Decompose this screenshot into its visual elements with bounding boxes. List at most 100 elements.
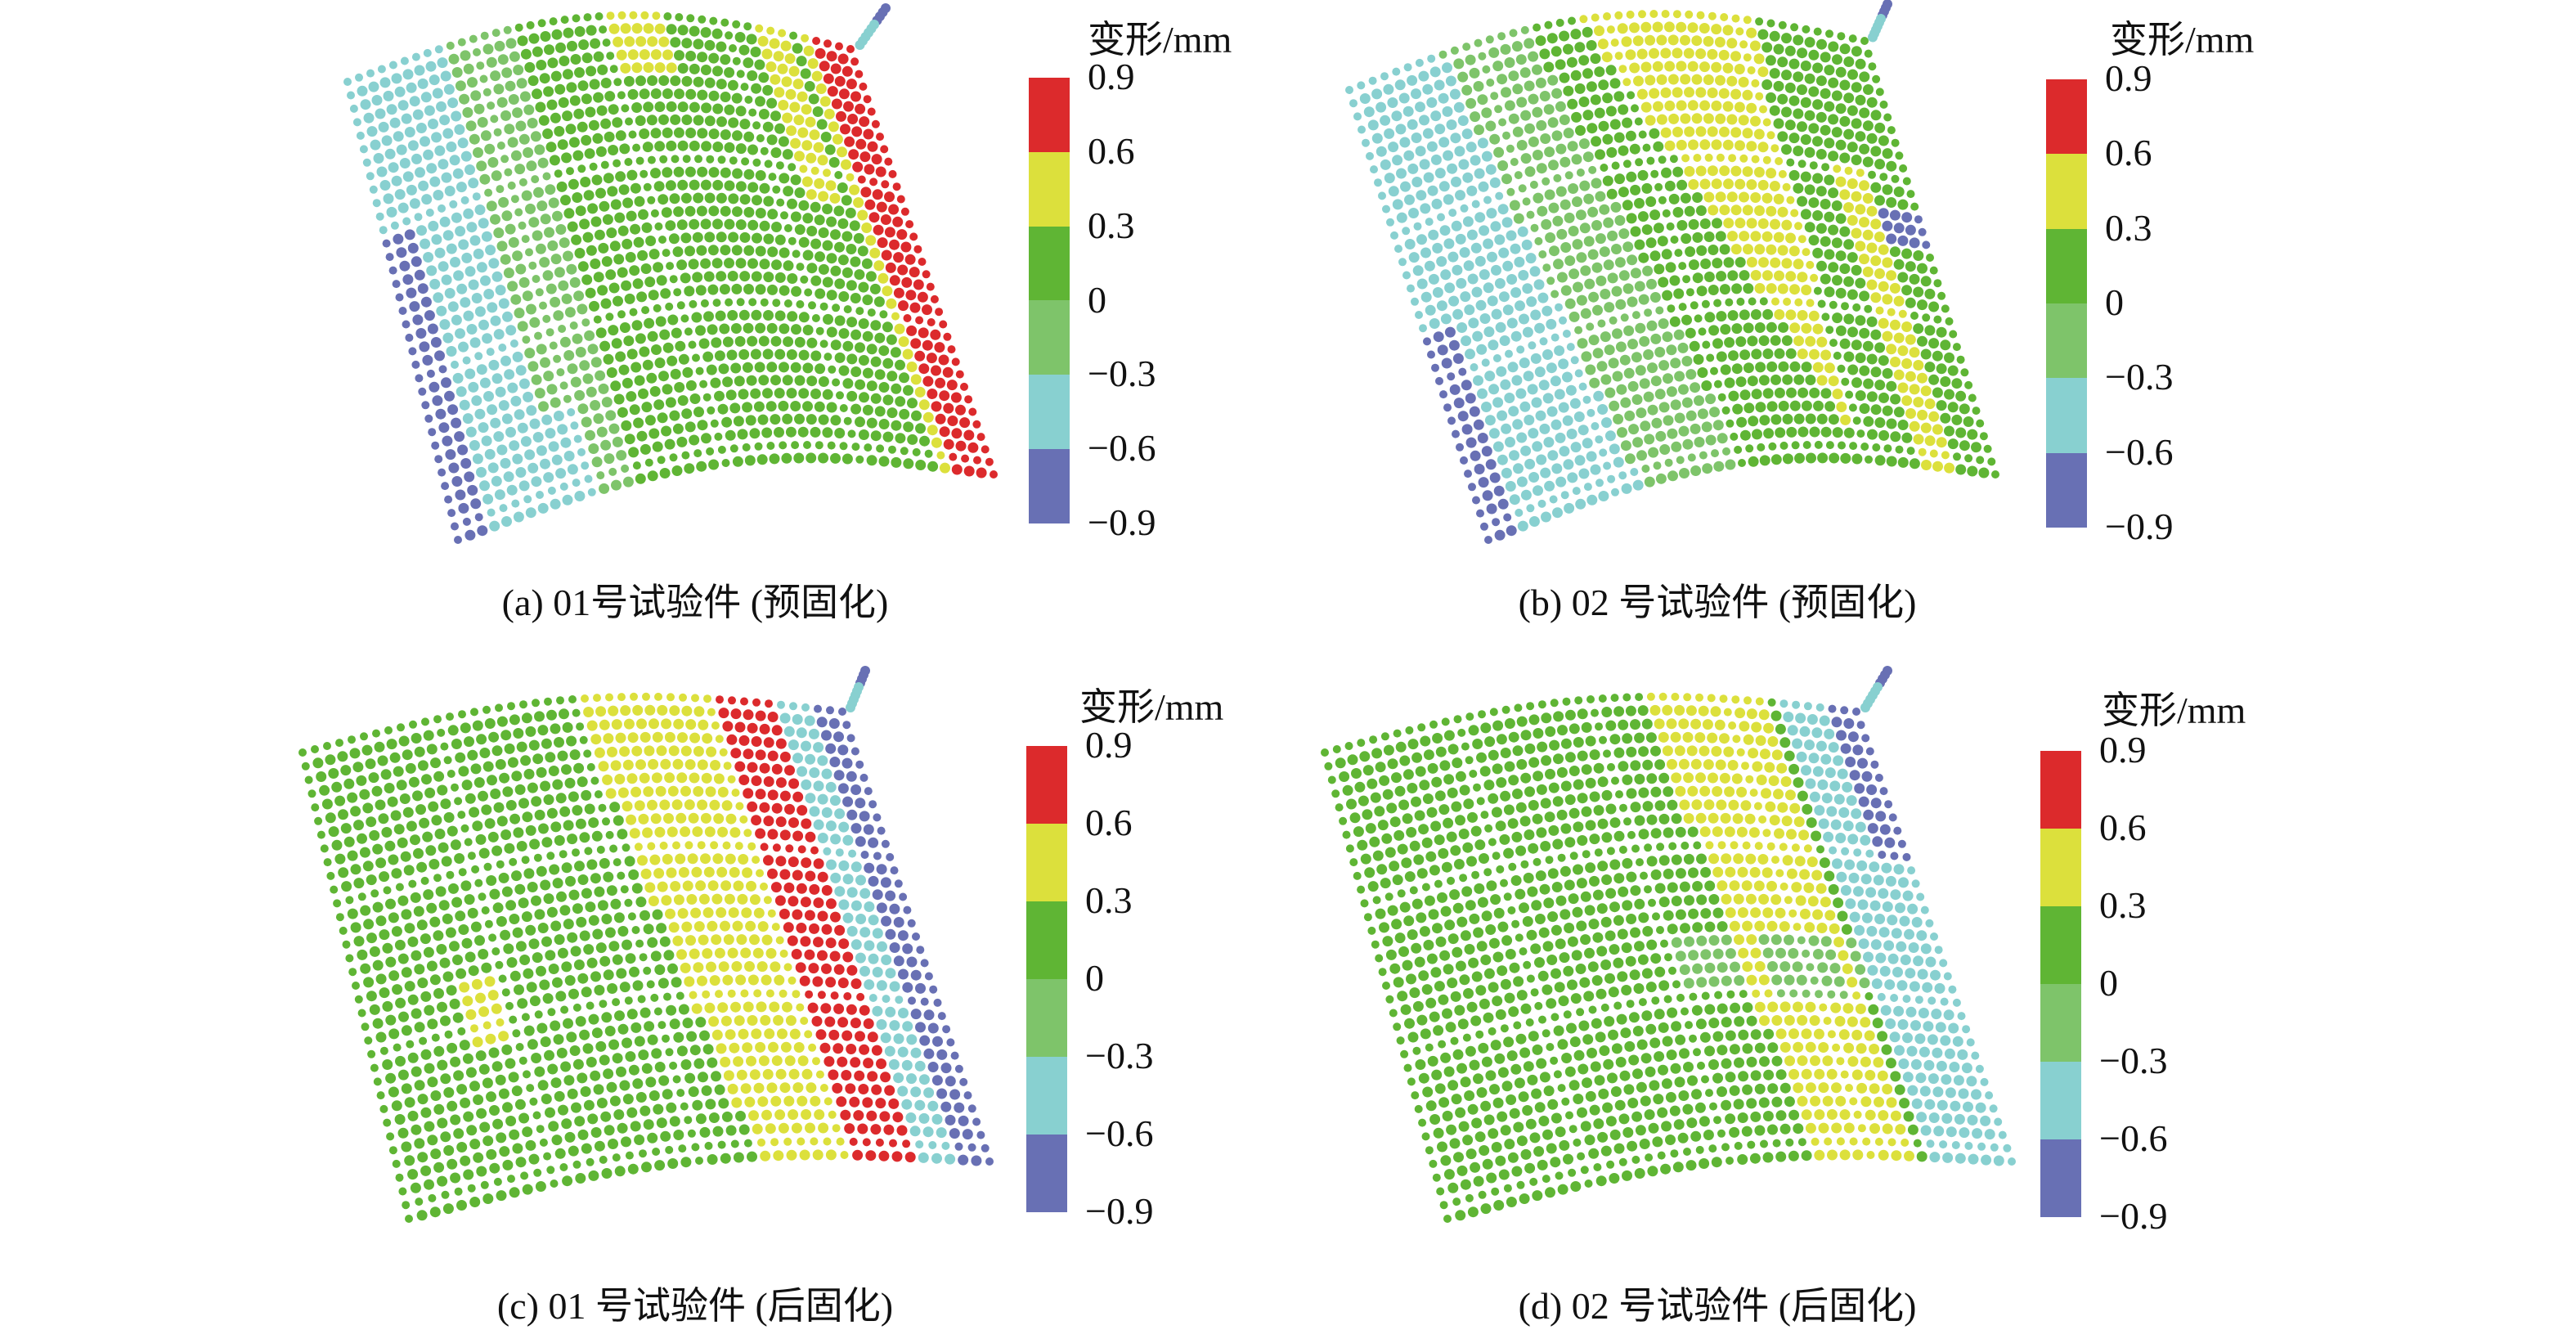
deformation-point bbox=[1465, 1194, 1474, 1202]
deformation-point bbox=[1335, 803, 1344, 811]
deformation-point bbox=[1462, 1135, 1473, 1145]
deformation-point bbox=[1491, 1188, 1499, 1196]
deformation-point bbox=[1371, 941, 1380, 949]
deformation-point bbox=[1483, 1159, 1493, 1170]
deformation-point bbox=[1474, 1176, 1484, 1187]
deformation-point bbox=[1339, 771, 1349, 782]
deformation-point bbox=[1391, 772, 1402, 783]
deformation-point bbox=[1348, 754, 1358, 765]
deformation-point bbox=[1426, 1100, 1437, 1111]
deformation-point bbox=[1395, 786, 1406, 797]
deformation-point bbox=[1437, 1142, 1447, 1153]
deformation-point bbox=[1398, 800, 1409, 811]
deformation-point bbox=[1452, 1197, 1461, 1206]
deformation-point bbox=[1409, 987, 1420, 998]
deformation-point bbox=[1358, 796, 1369, 807]
deformation-point bbox=[1385, 995, 1393, 1004]
deformation-point bbox=[1354, 782, 1365, 793]
deformation-point bbox=[1429, 1114, 1440, 1125]
deformation-point bbox=[1343, 831, 1351, 839]
deformation-point bbox=[1452, 1094, 1462, 1104]
deformation-point bbox=[1440, 1155, 1451, 1166]
deformation-point bbox=[1455, 1108, 1465, 1118]
deformation-point bbox=[1428, 1056, 1438, 1067]
deformation-point bbox=[1413, 855, 1424, 865]
deformation-point bbox=[1366, 823, 1376, 833]
deformation-point bbox=[1429, 1012, 1440, 1022]
deformation-point bbox=[1382, 982, 1390, 990]
deformation-point bbox=[1397, 1036, 1405, 1045]
deformation-point bbox=[1381, 732, 1389, 740]
deformation-point bbox=[1415, 957, 1425, 968]
deformation-point bbox=[1339, 817, 1347, 825]
deformation-point bbox=[1466, 1148, 1477, 1159]
deformation-point bbox=[1446, 1022, 1456, 1032]
deformation-point bbox=[1419, 1073, 1429, 1084]
deformation-point bbox=[1353, 872, 1362, 880]
deformation-point bbox=[1459, 1121, 1470, 1132]
deformation-point bbox=[1376, 762, 1386, 772]
deformation-point bbox=[1475, 1131, 1486, 1142]
deformation-point bbox=[1413, 1001, 1424, 1012]
deformation-point bbox=[1425, 1146, 1434, 1154]
deformation-point bbox=[1440, 1201, 1448, 1209]
deformation-point bbox=[1374, 806, 1384, 816]
deformation-point bbox=[1486, 1173, 1497, 1184]
deformation-point bbox=[1411, 943, 1421, 954]
deformation-point bbox=[1398, 844, 1408, 855]
deformation-point bbox=[1380, 878, 1391, 888]
deformation-point bbox=[1395, 932, 1406, 943]
deformation-point bbox=[1453, 1152, 1464, 1162]
deformation-point bbox=[1346, 799, 1357, 810]
deformation-point bbox=[1385, 892, 1393, 901]
deformation-point bbox=[1434, 1128, 1444, 1139]
deformation-point bbox=[1412, 1047, 1420, 1055]
deformation-point bbox=[1429, 1160, 1437, 1168]
deformation-point bbox=[1451, 1037, 1459, 1045]
deformation-point bbox=[1407, 1077, 1416, 1085]
deformation-point bbox=[1415, 1059, 1425, 1070]
deformation-point bbox=[1350, 812, 1361, 823]
deformation-point bbox=[1406, 827, 1416, 838]
deformation-point bbox=[1349, 858, 1358, 866]
deformation-point bbox=[1401, 1004, 1411, 1015]
deformation-point bbox=[1455, 1210, 1465, 1220]
deformation-point bbox=[1456, 1063, 1467, 1074]
deformation-point bbox=[1390, 816, 1401, 827]
deformation-point bbox=[1379, 922, 1389, 932]
deformation-point bbox=[1438, 1040, 1446, 1049]
deformation-point bbox=[1381, 833, 1392, 844]
deformation-point bbox=[1443, 1111, 1453, 1121]
deformation-point bbox=[1389, 964, 1400, 974]
deformation-point bbox=[1450, 1138, 1461, 1148]
deformation-point bbox=[1404, 1018, 1415, 1029]
deformation-point bbox=[1353, 826, 1364, 837]
deformation-point bbox=[1415, 1105, 1423, 1113]
deformation-point bbox=[1407, 929, 1418, 940]
deformation-point bbox=[1444, 1067, 1455, 1077]
deformation-point bbox=[1363, 765, 1374, 775]
deformation-point bbox=[1470, 1162, 1480, 1173]
deformation-point bbox=[1493, 1200, 1504, 1211]
deformation-point bbox=[1335, 757, 1346, 768]
deformation-point bbox=[1431, 1070, 1442, 1081]
deformation-point bbox=[1438, 1097, 1449, 1108]
deformation-point bbox=[1388, 905, 1398, 916]
deformation-point bbox=[1403, 915, 1414, 926]
deformation-point bbox=[1386, 802, 1397, 813]
deformation-point bbox=[1400, 1050, 1408, 1058]
deformation-point bbox=[1373, 896, 1381, 904]
deformation-point bbox=[1425, 998, 1436, 1009]
deformation-point bbox=[1331, 789, 1340, 798]
deformation-point bbox=[1393, 874, 1403, 885]
deformation-point bbox=[1417, 868, 1428, 878]
deformation-point bbox=[1351, 768, 1362, 779]
deformation-point bbox=[1373, 851, 1384, 861]
deformation-point bbox=[1371, 793, 1381, 803]
deformation-point bbox=[1410, 841, 1420, 851]
deformation-point bbox=[1416, 1015, 1427, 1026]
deformation-point bbox=[1389, 1009, 1398, 1018]
deformation-point bbox=[1378, 820, 1389, 830]
deformation-point bbox=[1471, 1118, 1482, 1129]
